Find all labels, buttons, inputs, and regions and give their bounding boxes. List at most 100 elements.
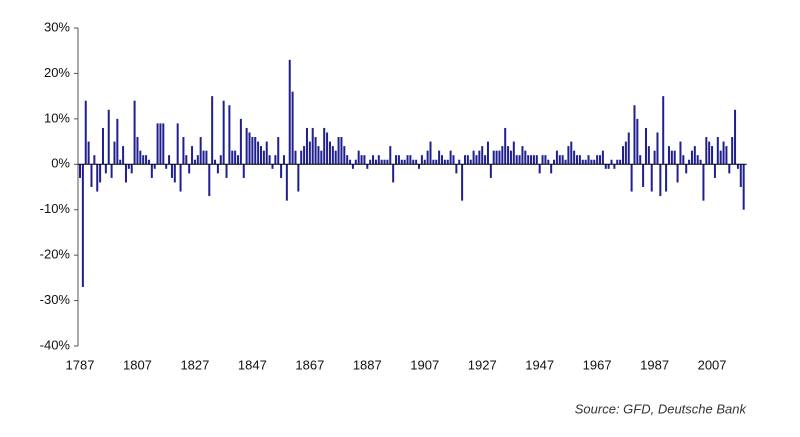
- bar: [211, 96, 214, 165]
- bar: [466, 155, 469, 165]
- bar: [162, 123, 165, 165]
- bar: [205, 150, 208, 165]
- bar: [147, 159, 150, 165]
- bar: [96, 164, 99, 192]
- bar: [587, 155, 590, 165]
- bar: [613, 164, 616, 169]
- bar: [372, 155, 375, 165]
- bar: [222, 100, 225, 165]
- bar: [294, 150, 297, 165]
- bar: [435, 159, 438, 165]
- bar: [406, 155, 409, 165]
- bar: [719, 150, 722, 165]
- bar: [619, 159, 622, 165]
- bar: [99, 164, 102, 183]
- bar: [208, 164, 211, 197]
- bar: [81, 164, 84, 287]
- bar: [722, 141, 725, 165]
- bar: [501, 146, 504, 165]
- bar: [610, 159, 613, 165]
- bar: [268, 155, 271, 165]
- bar: [481, 146, 484, 165]
- bar: [323, 127, 326, 165]
- y-tick-label: 30%: [44, 19, 70, 34]
- bar: [656, 132, 659, 165]
- bar: [515, 155, 518, 165]
- bar: [93, 155, 96, 165]
- bar: [475, 155, 478, 165]
- bar: [328, 141, 331, 165]
- bar: [512, 141, 515, 165]
- bar: [693, 146, 696, 165]
- bar: [636, 118, 639, 165]
- bar: [455, 164, 458, 174]
- bar: [463, 155, 466, 165]
- x-tick-label: 1987: [640, 357, 669, 372]
- bar: [340, 137, 343, 165]
- bar: [311, 127, 314, 165]
- bar: [647, 146, 650, 165]
- bar: [214, 159, 217, 165]
- bar: [274, 155, 277, 165]
- y-tick-label: -40%: [40, 337, 71, 352]
- bar: [418, 164, 421, 169]
- bar: [486, 141, 489, 165]
- bar: [601, 150, 604, 165]
- bar: [492, 150, 495, 165]
- bar: [535, 155, 538, 165]
- bar: [265, 141, 268, 165]
- bar: [245, 127, 248, 165]
- bar: [150, 164, 153, 178]
- x-tick-label: 1867: [295, 357, 324, 372]
- bar: [225, 164, 228, 178]
- bar: [504, 127, 507, 165]
- bar: [541, 155, 544, 165]
- bar: [87, 141, 90, 165]
- bar: [366, 164, 369, 169]
- bar: [538, 164, 541, 174]
- bar: [590, 159, 593, 165]
- bar: [202, 150, 205, 165]
- bar: [156, 123, 159, 165]
- bar: [386, 159, 389, 165]
- bar: [277, 137, 280, 165]
- bar: [193, 159, 196, 165]
- bar: [596, 155, 599, 165]
- bar: [297, 164, 300, 192]
- bar: [346, 155, 349, 165]
- bar: [627, 132, 630, 165]
- bar: [725, 146, 728, 165]
- bar: [659, 164, 662, 197]
- bar: [440, 155, 443, 165]
- bar: [547, 159, 550, 165]
- x-tick-label: 1887: [353, 357, 382, 372]
- bar: [173, 164, 176, 183]
- bar: [576, 155, 579, 165]
- bar: [696, 155, 699, 165]
- bar: [461, 164, 464, 201]
- bar: [280, 164, 283, 178]
- bar: [555, 150, 558, 165]
- bar: [478, 150, 481, 165]
- bar: [711, 146, 714, 165]
- x-tick-label: 1807: [123, 357, 152, 372]
- bar: [736, 164, 739, 169]
- bar: [699, 159, 702, 165]
- bar: [553, 159, 556, 165]
- bar: [716, 137, 719, 165]
- bar: [578, 155, 581, 165]
- bar: [383, 159, 386, 165]
- bar: [337, 137, 340, 165]
- bar: [288, 59, 291, 165]
- bar: [593, 159, 596, 165]
- y-tick-label: 0%: [51, 156, 70, 171]
- bar: [300, 150, 303, 165]
- bar: [234, 150, 237, 165]
- x-tick-label: 1947: [525, 357, 554, 372]
- bar: [403, 159, 406, 165]
- bar: [228, 105, 231, 165]
- bar: [581, 159, 584, 165]
- bar: [705, 137, 708, 165]
- bar: [196, 155, 199, 165]
- bar: [282, 155, 285, 165]
